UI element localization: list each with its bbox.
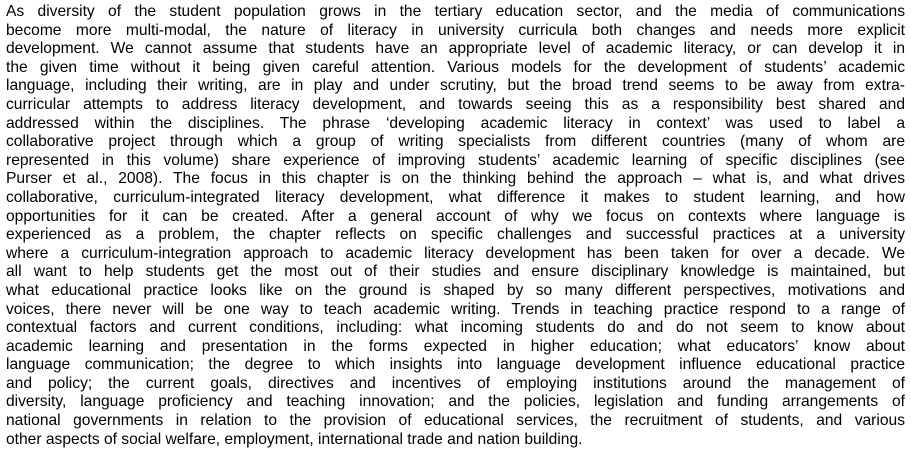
- text-line: represented in this volume) share experi…: [6, 151, 905, 169]
- text-line: where a curriculum-integration approach …: [6, 244, 905, 262]
- text-line: all want to help students get the most o…: [6, 263, 905, 281]
- text-line: academic learning and presentation in th…: [6, 337, 905, 355]
- text-line: voices, there never will be one way to t…: [6, 300, 905, 318]
- text-line: what educational practice looks like on …: [6, 281, 905, 299]
- text-line: experienced as a problem, the chapter re…: [6, 226, 905, 244]
- text-line: become more multi-modal, the nature of l…: [6, 21, 905, 39]
- text-line: opportunities for it can be created. Aft…: [6, 207, 905, 225]
- text-line: the given time without it being given ca…: [6, 58, 905, 76]
- text-line: other aspects of social welfare, employm…: [6, 430, 583, 448]
- text-line: development. We cannot assume that stude…: [6, 40, 905, 58]
- text-line: language, including their writing, are i…: [6, 77, 905, 95]
- text-line: collaborative project through which a gr…: [6, 133, 905, 151]
- text-line: language communication; the degree to wh…: [6, 356, 905, 374]
- text-line: collaborative, curriculum-integrated lit…: [6, 188, 905, 206]
- text-line: and policy; the current goals, directive…: [6, 374, 905, 392]
- text-line: contextual factors and current condition…: [6, 319, 905, 337]
- text-line: addressed within the disciplines. The ph…: [6, 114, 905, 132]
- text-line: Purser et al., 2008). The focus in this …: [6, 170, 905, 188]
- text-line: As diversity of the student population g…: [6, 3, 905, 20]
- text-line: national governments in relation to the …: [6, 412, 905, 430]
- body-paragraph: As diversity of the student population g…: [6, 3, 905, 449]
- text-line: curricular attempts to address literacy …: [6, 95, 905, 113]
- text-line: diversity, language proficiency and teac…: [6, 393, 905, 411]
